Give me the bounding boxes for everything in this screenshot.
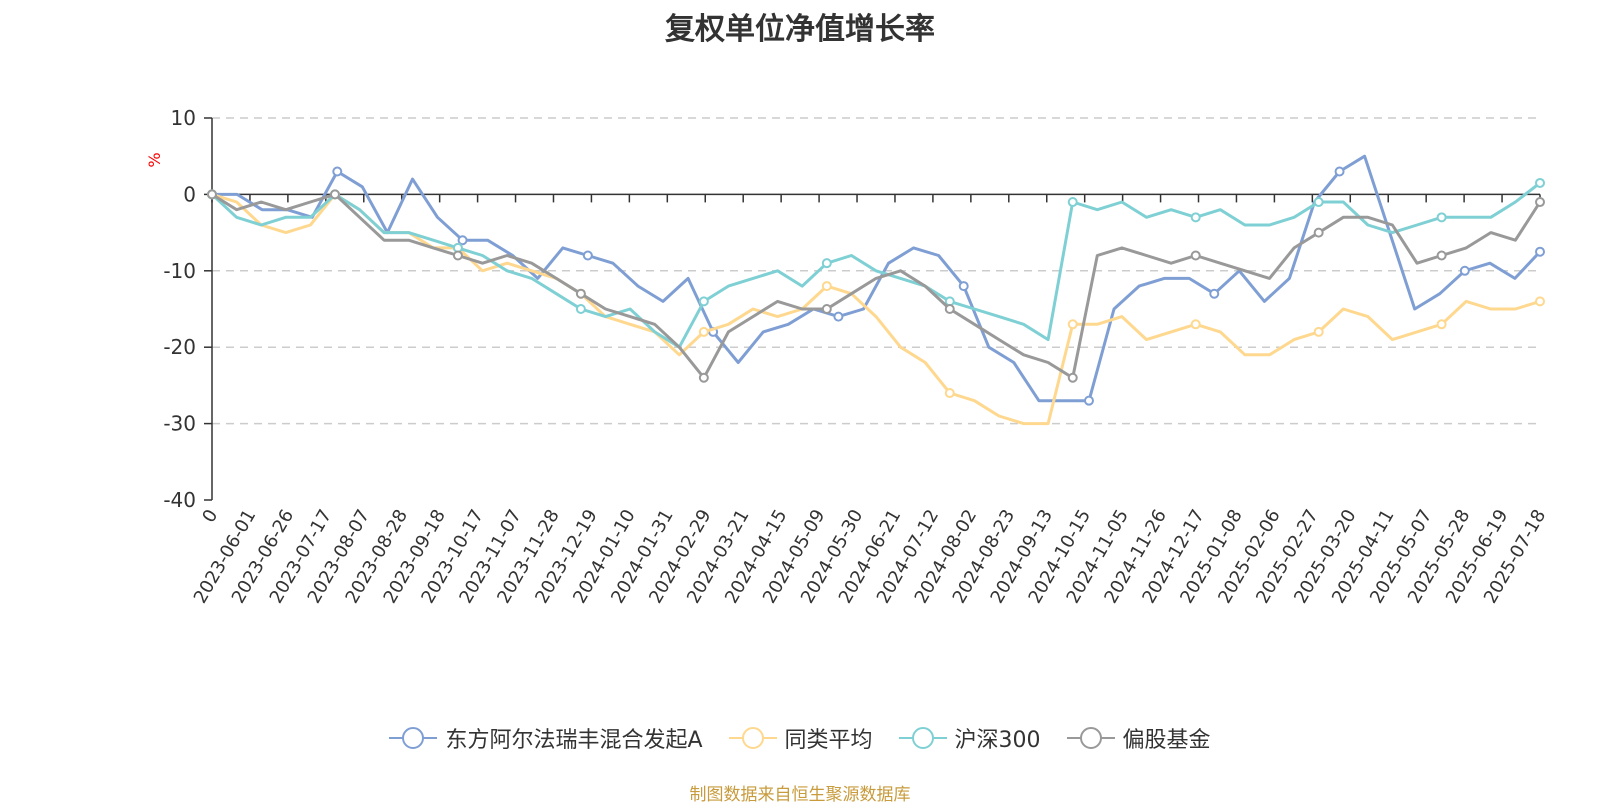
series-point-2 <box>1535 177 1545 188</box>
legend-label-fund: 东方阿尔法瑞丰混合发起A <box>445 728 703 753</box>
legend-swatch-marker <box>741 727 764 749</box>
series-point-0 <box>833 311 844 322</box>
legend-swatch-csi300 <box>898 727 947 749</box>
y-tick-label: -10 <box>163 259 196 283</box>
series-point-1 <box>821 281 832 292</box>
series-point-2 <box>1067 197 1078 208</box>
series-point-1 <box>698 326 709 337</box>
y-tick-label: 0 <box>183 182 196 206</box>
series-point-0 <box>1083 395 1094 406</box>
series-point-1 <box>1535 296 1545 307</box>
legend-swatch-marker <box>1079 727 1102 749</box>
legend-swatch-equity-fund <box>1066 727 1115 749</box>
legend-label-csi300: 沪深300 <box>954 728 1041 753</box>
series-point-0 <box>332 166 343 177</box>
series-point-1 <box>1067 319 1078 330</box>
legend-item-peer-average[interactable]: 同类平均 <box>728 722 873 754</box>
series-point-3 <box>452 250 463 261</box>
source-note: 制图数据来自恒生聚源数据库 <box>689 785 911 805</box>
series-point-3 <box>1190 250 1201 261</box>
series-point-2 <box>821 258 832 269</box>
legend-swatch-marker <box>911 727 934 749</box>
legend-item-csi300[interactable]: 沪深300 <box>898 722 1041 754</box>
series-point-3 <box>1535 197 1545 208</box>
legend-label-equity-fund: 偏股基金 <box>1122 728 1211 753</box>
series-point-3 <box>821 304 832 314</box>
legend-swatch-marker <box>402 727 425 749</box>
series-point-1 <box>1436 319 1447 330</box>
legend-item-equity-fund[interactable]: 偏股基金 <box>1066 722 1211 754</box>
y-tick-label: -30 <box>163 412 196 436</box>
series-point-0 <box>582 250 593 261</box>
series-point-3 <box>575 288 586 299</box>
axes <box>204 117 1541 501</box>
series-line-0 <box>212 154 1542 403</box>
series-point-3 <box>1313 227 1324 238</box>
series-point-3 <box>1436 250 1447 261</box>
series-point-1 <box>1313 326 1324 337</box>
series-point-2 <box>698 296 709 307</box>
legend-item-fund[interactable]: 东方阿尔法瑞丰混合发起A <box>389 722 703 754</box>
series-point-2 <box>1190 212 1201 223</box>
series-point-0 <box>958 281 969 292</box>
series-point-2 <box>575 304 586 314</box>
legend-swatch-fund <box>389 727 438 749</box>
series-lines <box>207 154 1545 426</box>
y-tick-label: 10 <box>171 106 196 130</box>
series-point-3 <box>698 372 709 383</box>
series-point-1 <box>1190 319 1201 330</box>
series-line-1 <box>211 192 1541 426</box>
series-point-0 <box>1334 166 1345 177</box>
x-tick-label: 0 <box>198 506 222 526</box>
y-tick-label: -20 <box>163 335 196 359</box>
legend-swatch-peer-average <box>728 727 777 749</box>
series-line-2 <box>210 181 1541 349</box>
y-tick-label: -40 <box>163 488 196 512</box>
series-point-1 <box>944 388 955 399</box>
legend-label-peer-average: 同类平均 <box>784 728 873 753</box>
series-point-3 <box>207 189 217 200</box>
series-point-0 <box>1209 288 1220 299</box>
series-point-2 <box>1436 212 1447 223</box>
series-point-0 <box>457 235 468 246</box>
series-point-3 <box>944 304 955 314</box>
series-point-0 <box>1459 265 1470 276</box>
series-point-3 <box>329 189 340 200</box>
chart-title: 复权单位净值增长率 <box>665 12 935 47</box>
series-point-2 <box>1313 197 1324 208</box>
y-axis-unit: % <box>145 152 164 167</box>
legend: 东方阿尔法瑞丰混合发起A 同类平均 沪深300 偏股基金 <box>0 722 1600 754</box>
series-point-3 <box>1067 372 1078 383</box>
series-point-0 <box>1535 246 1545 257</box>
